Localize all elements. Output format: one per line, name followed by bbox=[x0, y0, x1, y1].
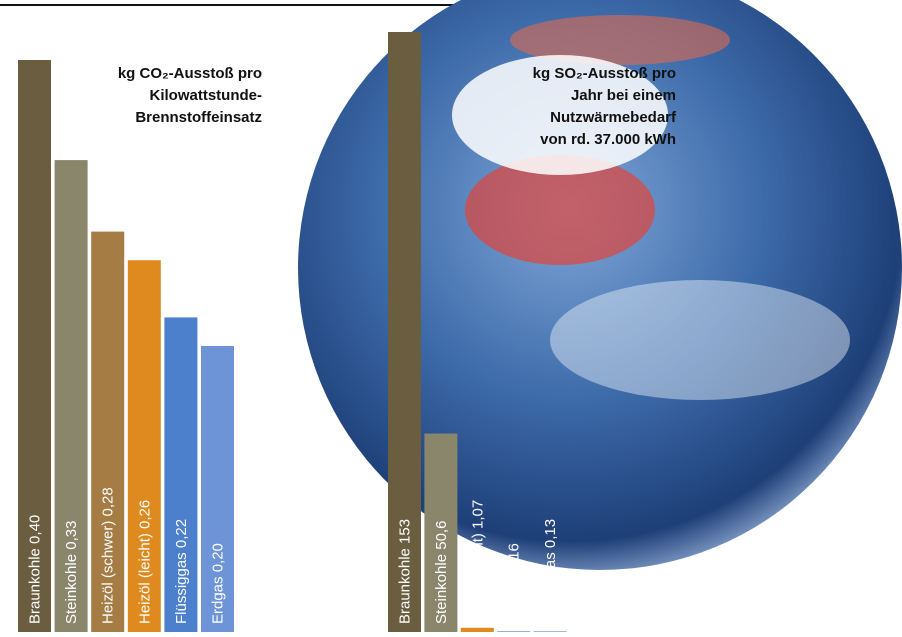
chart-title: kg SO₂-Ausstoß pro bbox=[533, 65, 676, 82]
category-label: Flüssiggas bbox=[173, 552, 190, 624]
value-label: 0,40 bbox=[27, 515, 44, 544]
bar bbox=[201, 346, 234, 632]
bar bbox=[54, 160, 88, 632]
value-label: 1,07 bbox=[469, 500, 486, 529]
category-label: Heizöl (leicht) bbox=[469, 533, 486, 624]
value-label: 0,22 bbox=[173, 519, 190, 548]
bar bbox=[91, 231, 125, 632]
title-backdrop bbox=[452, 55, 668, 175]
bar-label: Braunkohle 0,40 bbox=[27, 515, 44, 624]
value-label: 0,20 bbox=[210, 543, 227, 572]
bar-label: Heizöl (leicht) 0,26 bbox=[136, 500, 153, 624]
bar-label: Flüssiggas 0,22 bbox=[173, 519, 190, 624]
bar-label: Steinkohle 50,6 bbox=[433, 521, 450, 624]
category-label: Erdgas bbox=[210, 576, 227, 624]
globe-landmass bbox=[510, 15, 730, 65]
value-label: 0,28 bbox=[100, 487, 117, 516]
value-label: 0,13 bbox=[542, 519, 559, 548]
chart-title: von rd. 37.000 kWh bbox=[540, 131, 676, 148]
bar bbox=[424, 433, 458, 632]
bar-label: Heizöl (leicht) 1,07 bbox=[469, 500, 486, 624]
chart-title: Nutzwärmebedarf bbox=[550, 109, 677, 126]
category-label: Steinkohle bbox=[433, 554, 450, 624]
category-label: Erdgas bbox=[506, 576, 523, 624]
category-label: Heizöl (schwer) bbox=[100, 521, 117, 624]
bar-label: Heizöl (schwer) 0,28 bbox=[100, 487, 117, 624]
chart-title: Brennstoffeinsatz bbox=[135, 109, 262, 126]
bar bbox=[388, 32, 421, 632]
globe-landmass bbox=[465, 155, 655, 265]
bar-label: Flüssiggas 0,13 bbox=[542, 519, 559, 624]
value-label: 153 bbox=[397, 519, 414, 544]
bar-label: Steinkohle 0,33 bbox=[63, 521, 80, 624]
category-label: Flüssiggas bbox=[542, 552, 559, 624]
bar bbox=[18, 60, 51, 632]
chart-title: Jahr bei einem bbox=[571, 87, 676, 104]
bar bbox=[164, 317, 198, 632]
chart-title: kg CO₂-Ausstoß pro bbox=[118, 65, 262, 82]
category-label: Braunkohle bbox=[397, 548, 414, 624]
value-label: 0,33 bbox=[63, 521, 80, 550]
value-label: 50,6 bbox=[433, 521, 450, 550]
bar bbox=[127, 260, 161, 632]
chart-title: Kilowattstunde- bbox=[150, 87, 263, 104]
category-label: Steinkohle bbox=[63, 554, 80, 624]
bar-label: Braunkohle 153 bbox=[397, 519, 414, 624]
category-label: Heizöl (leicht) bbox=[136, 533, 153, 624]
charts: Braunkohle 0,40 Steinkohle 0,33 Heizöl (sc… bbox=[18, 32, 677, 632]
value-label: 0,16 bbox=[506, 543, 523, 572]
bar bbox=[533, 631, 567, 632]
globe-clouds bbox=[550, 280, 850, 400]
bar bbox=[497, 631, 531, 632]
category-label: Braunkohle bbox=[27, 548, 44, 624]
value-label: 0,26 bbox=[136, 500, 153, 529]
bar bbox=[460, 627, 494, 632]
bar-label: Erdgas 0,16 bbox=[506, 543, 523, 624]
globe bbox=[298, 0, 902, 570]
bar-label: Erdgas 0,20 bbox=[210, 543, 227, 624]
